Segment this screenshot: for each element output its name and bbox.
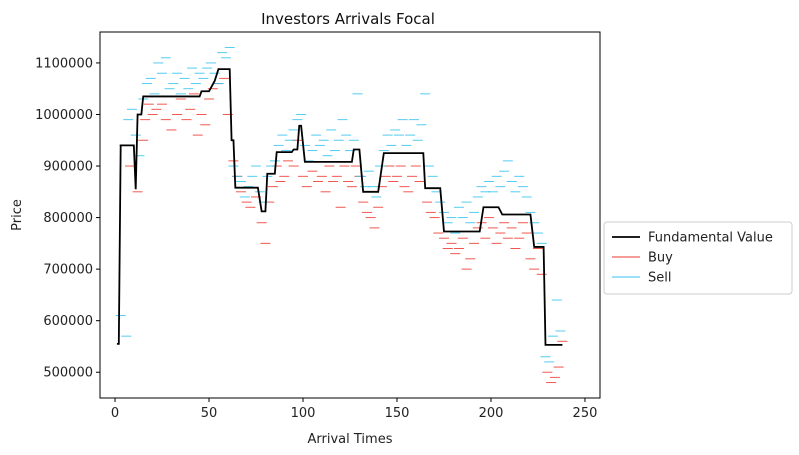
x-tick-label: 0: [111, 406, 119, 421]
series-fundamental-value-line: [116, 68, 563, 346]
y-tick-label: 800000: [43, 211, 93, 226]
legend-label: Buy: [648, 251, 673, 266]
x-tick-label: 250: [573, 406, 598, 421]
y-tick-label: 1100000: [35, 56, 93, 71]
x-tick-label: 100: [291, 406, 316, 421]
legend-label: Sell: [648, 271, 671, 286]
chart-title: Investors Arrivals Focal: [261, 10, 435, 28]
x-tick-label: 200: [479, 406, 504, 421]
plot-area: [99, 31, 601, 399]
x-tick-label: 150: [385, 406, 410, 421]
y-tick-label: 1000000: [35, 108, 93, 123]
legend-label: Fundamental Value: [648, 231, 773, 246]
y-axis-label: Price: [10, 199, 25, 231]
plot-frame: [99, 31, 601, 399]
x-axis-label: Arrival Times: [308, 432, 393, 447]
series-sell: [115, 46, 566, 363]
y-tick-label: 600000: [43, 314, 93, 329]
y-tick-label: 900000: [43, 160, 93, 175]
x-tick-label: 50: [201, 406, 218, 421]
legend: Fundamental Value Buy Sell: [603, 221, 793, 295]
legend-box: [603, 221, 793, 295]
y-tick-label: 700000: [43, 263, 93, 278]
series-buy: [119, 77, 568, 384]
y-tick-label: 500000: [43, 366, 93, 381]
